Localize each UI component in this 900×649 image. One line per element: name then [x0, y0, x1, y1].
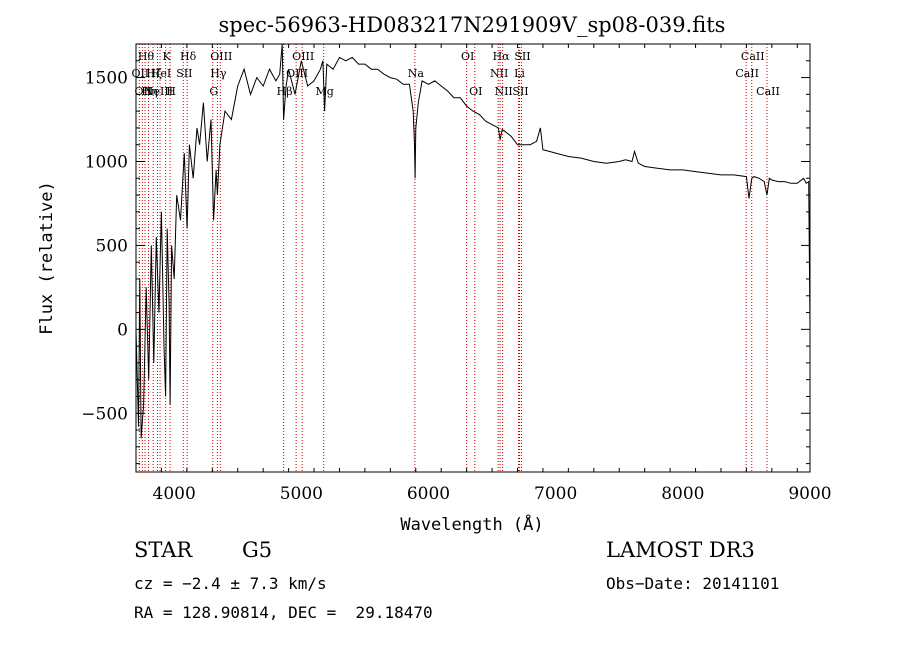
marker-label: Na [408, 67, 425, 80]
marker-label: NeIII [144, 85, 173, 98]
y-tick-label: 1500 [85, 69, 128, 89]
object-class: STAR [134, 538, 193, 562]
marker-label: Mg [316, 85, 334, 98]
marker-label: OIII [292, 50, 314, 63]
marker-label: K [163, 50, 172, 63]
marker-label: Hβ [277, 85, 293, 98]
marker-label: H [166, 85, 176, 98]
obs-date: Obs−Date: 20141101 [606, 574, 780, 593]
marker-label: OIII [286, 67, 308, 80]
survey-name: LAMOST DR3 [606, 538, 755, 562]
marker-label: Hα [493, 50, 511, 63]
marker-label: Hζ [146, 67, 162, 80]
plot-frame [135, 43, 811, 473]
marker-label: OIII [210, 50, 232, 63]
x-tick-label: 5000 [280, 484, 323, 504]
marker-label: Hη [141, 85, 157, 98]
marker-label: CaII [741, 50, 765, 63]
y-axis-label: Flux (relative) [37, 181, 57, 335]
marker-label: CaII [735, 67, 759, 80]
x-axis: 4000 5000 6000 7000 8000 9000 [135, 44, 832, 504]
marker-label: NII [494, 85, 512, 98]
marker-label: NII [490, 67, 508, 80]
y-tick-label: 0 [117, 320, 128, 340]
coordinates: RA = 128.90814, DEC = 29.18470 [134, 603, 433, 622]
marker-label: SII [512, 85, 528, 98]
chart-title: spec-56963-HD083217N291909V_sp08-039.fit… [219, 13, 726, 37]
x-tick-label: 7000 [534, 484, 577, 504]
marker-label: OI [469, 85, 482, 98]
subclass: G5 [242, 538, 273, 562]
marker-label: Li [514, 67, 525, 80]
y-axis: −500 0 500 1000 1500 [81, 43, 810, 465]
marker-label: SII [514, 50, 530, 63]
y-tick-label: 1000 [85, 152, 128, 172]
x-tick-label: 8000 [661, 484, 704, 504]
spectrum-line [135, 43, 811, 439]
marker-label: SII [176, 67, 192, 80]
x-axis-label: Wavelength (Å) [400, 513, 543, 535]
x-tick-label: 6000 [407, 484, 450, 504]
velocity: cz = −2.4 ± 7.3 km/s [134, 574, 327, 593]
x-tick-label: 4000 [153, 484, 196, 504]
line-marker-labels: OIIOIIHθHηHζNeIIIHeIKHSIIHδGHγOIIIHβOIII… [131, 50, 779, 98]
y-tick-label: −500 [81, 404, 128, 424]
x-tick-label: 9000 [788, 484, 831, 504]
spectrum-series [135, 43, 811, 439]
marker-label: Hθ [138, 50, 155, 63]
marker-label: HeI [151, 67, 171, 80]
marker-label: G [209, 85, 218, 98]
marker-label: CaII [756, 85, 780, 98]
y-tick-label: 500 [96, 236, 128, 256]
marker-label: Hδ [180, 50, 197, 63]
marker-label: Hγ [210, 67, 227, 80]
marker-label: OI [461, 50, 474, 63]
